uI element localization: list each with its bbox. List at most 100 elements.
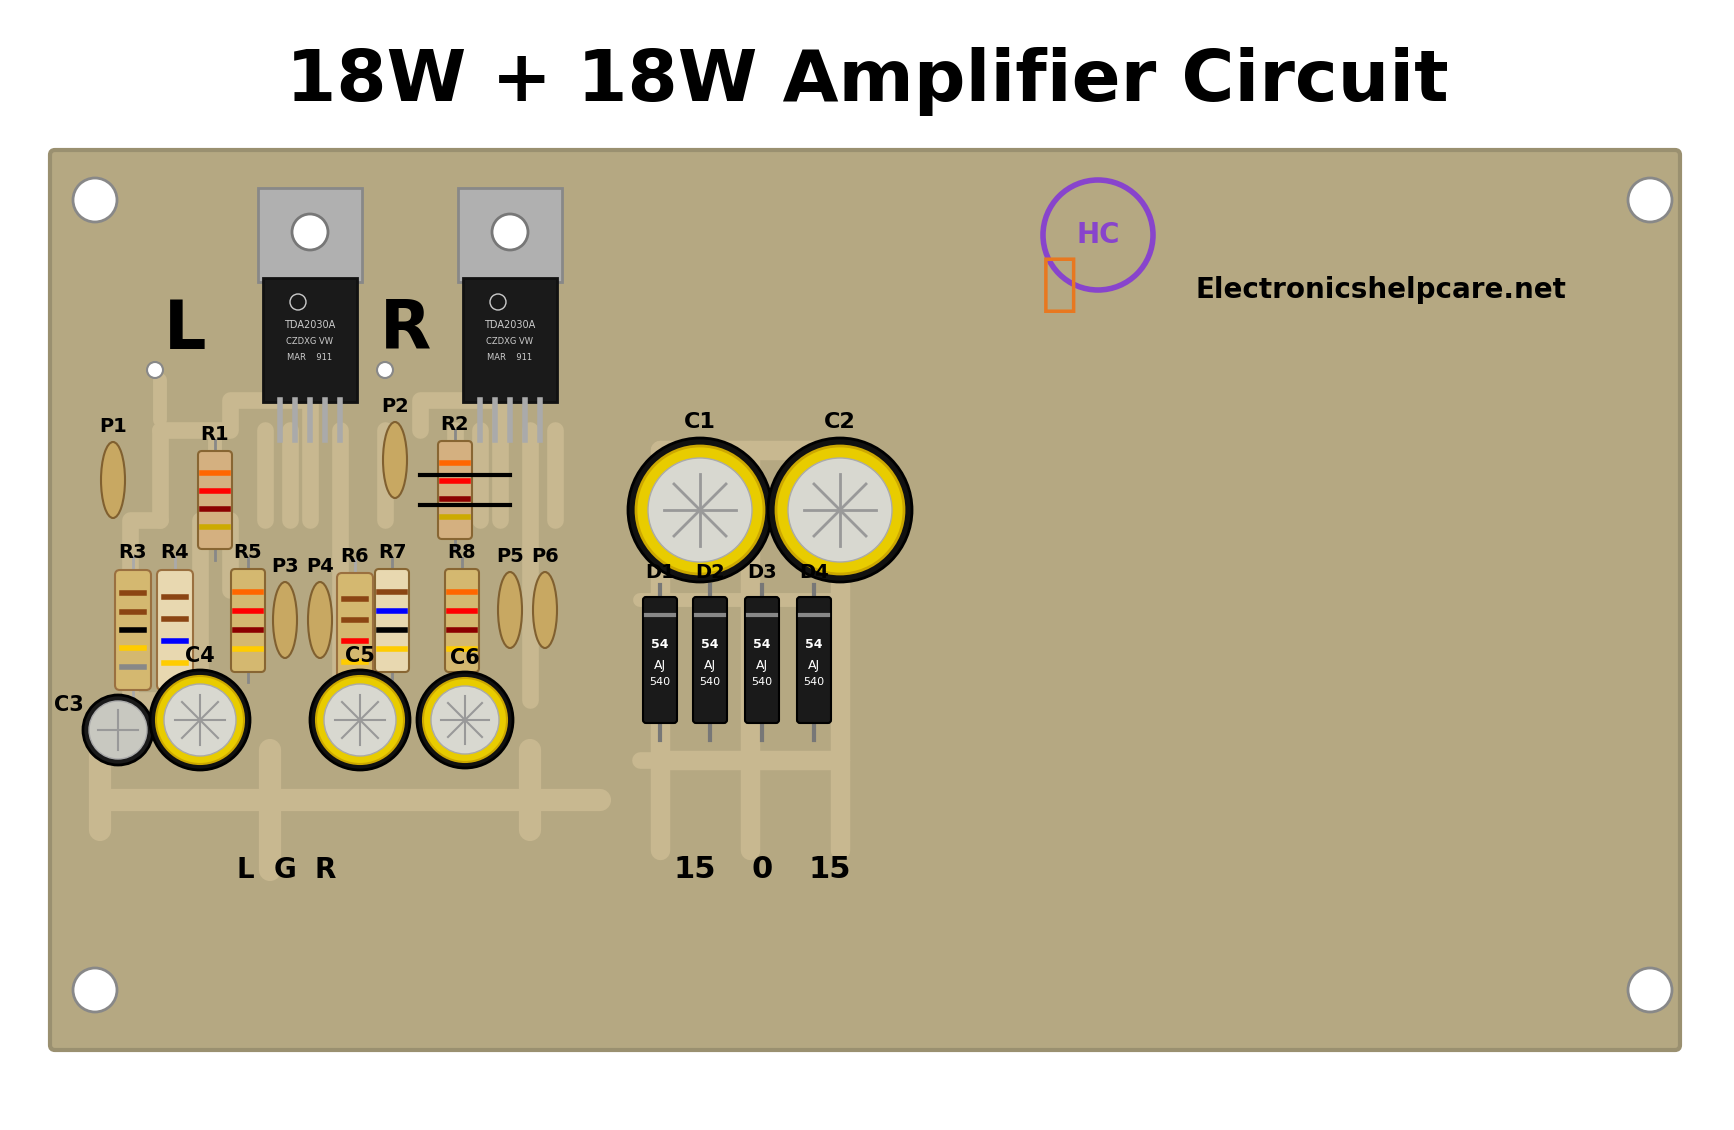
Text: C5: C5 — [345, 646, 375, 666]
FancyBboxPatch shape — [258, 188, 362, 282]
Text: CZDXG VW: CZDXG VW — [286, 338, 333, 347]
FancyBboxPatch shape — [458, 188, 562, 282]
Text: R6: R6 — [340, 547, 369, 565]
Text: 54: 54 — [652, 638, 669, 652]
Text: P1: P1 — [99, 417, 127, 435]
Text: L: L — [236, 857, 253, 884]
Text: 54: 54 — [805, 638, 822, 652]
Ellipse shape — [532, 572, 557, 647]
FancyBboxPatch shape — [446, 570, 479, 672]
Circle shape — [416, 672, 513, 768]
Text: 15: 15 — [675, 855, 716, 885]
Text: AJ: AJ — [654, 659, 666, 671]
Text: 0: 0 — [751, 855, 773, 885]
FancyBboxPatch shape — [198, 451, 232, 549]
Text: P3: P3 — [271, 556, 298, 575]
Text: D1: D1 — [645, 563, 675, 582]
FancyBboxPatch shape — [50, 150, 1680, 1050]
Circle shape — [291, 214, 328, 250]
Text: HC: HC — [1077, 221, 1120, 249]
FancyBboxPatch shape — [643, 597, 676, 723]
Circle shape — [73, 179, 116, 221]
Circle shape — [376, 712, 394, 728]
Text: G: G — [274, 857, 297, 884]
Text: MAR    911: MAR 911 — [288, 353, 333, 362]
Text: R8: R8 — [447, 544, 477, 563]
FancyBboxPatch shape — [158, 570, 192, 690]
Circle shape — [768, 438, 912, 582]
Text: TDA2030A: TDA2030A — [284, 320, 336, 330]
Text: C1: C1 — [683, 412, 716, 432]
Circle shape — [147, 712, 163, 728]
Circle shape — [1628, 968, 1672, 1012]
Circle shape — [492, 214, 527, 250]
Text: CZDXG VW: CZDXG VW — [487, 338, 534, 347]
Text: C4: C4 — [186, 646, 215, 666]
Circle shape — [432, 686, 499, 754]
Text: P6: P6 — [531, 547, 558, 565]
Text: R: R — [380, 297, 430, 363]
FancyBboxPatch shape — [264, 278, 357, 402]
Circle shape — [376, 362, 394, 379]
FancyBboxPatch shape — [375, 570, 409, 672]
Text: TDA2030A: TDA2030A — [484, 320, 536, 330]
Text: C3: C3 — [54, 695, 83, 715]
Circle shape — [165, 684, 236, 756]
Text: R2: R2 — [440, 416, 470, 435]
Text: MAR    911: MAR 911 — [487, 353, 532, 362]
Text: D2: D2 — [695, 563, 725, 582]
Circle shape — [423, 678, 506, 762]
Text: 54: 54 — [753, 638, 770, 652]
Text: R: R — [314, 857, 336, 884]
Text: 540: 540 — [650, 677, 671, 687]
Text: L: L — [163, 297, 206, 363]
Text: 540: 540 — [803, 677, 825, 687]
Text: R7: R7 — [378, 544, 406, 563]
Text: C2: C2 — [824, 412, 857, 432]
Circle shape — [628, 438, 772, 582]
FancyBboxPatch shape — [231, 570, 265, 672]
Text: P2: P2 — [381, 397, 409, 416]
Text: 🏃: 🏃 — [1040, 255, 1079, 315]
Text: D4: D4 — [799, 563, 829, 582]
Text: R5: R5 — [234, 544, 262, 563]
Circle shape — [156, 676, 244, 764]
Text: P5: P5 — [496, 547, 524, 565]
Text: R1: R1 — [201, 426, 229, 444]
Text: R3: R3 — [118, 544, 147, 563]
Circle shape — [1628, 179, 1672, 221]
Text: 15: 15 — [808, 855, 851, 885]
FancyBboxPatch shape — [114, 570, 151, 690]
Circle shape — [316, 676, 404, 764]
FancyBboxPatch shape — [336, 573, 373, 688]
Ellipse shape — [498, 572, 522, 647]
Circle shape — [147, 362, 163, 379]
Circle shape — [324, 684, 395, 756]
Circle shape — [636, 446, 765, 574]
FancyBboxPatch shape — [746, 597, 779, 723]
FancyBboxPatch shape — [439, 441, 472, 539]
Ellipse shape — [272, 582, 297, 658]
Text: 540: 540 — [751, 677, 773, 687]
FancyBboxPatch shape — [463, 278, 557, 402]
Text: AJ: AJ — [756, 659, 768, 671]
Circle shape — [787, 458, 891, 562]
FancyBboxPatch shape — [798, 597, 831, 723]
Text: AJ: AJ — [704, 659, 716, 671]
Text: Electronicshelpcare.net: Electronicshelpcare.net — [1195, 276, 1566, 304]
Text: 54: 54 — [701, 638, 720, 652]
Text: P4: P4 — [307, 556, 335, 575]
Circle shape — [777, 446, 903, 574]
Text: 540: 540 — [699, 677, 721, 687]
FancyBboxPatch shape — [694, 597, 727, 723]
Text: 18W + 18W Amplifier Circuit: 18W + 18W Amplifier Circuit — [286, 47, 1448, 116]
Ellipse shape — [383, 421, 407, 498]
Circle shape — [151, 670, 250, 770]
Circle shape — [310, 670, 409, 770]
Ellipse shape — [101, 442, 125, 518]
Text: C6: C6 — [451, 647, 480, 668]
Circle shape — [88, 701, 147, 759]
Circle shape — [83, 695, 153, 765]
Text: AJ: AJ — [808, 659, 820, 671]
Circle shape — [649, 458, 753, 562]
